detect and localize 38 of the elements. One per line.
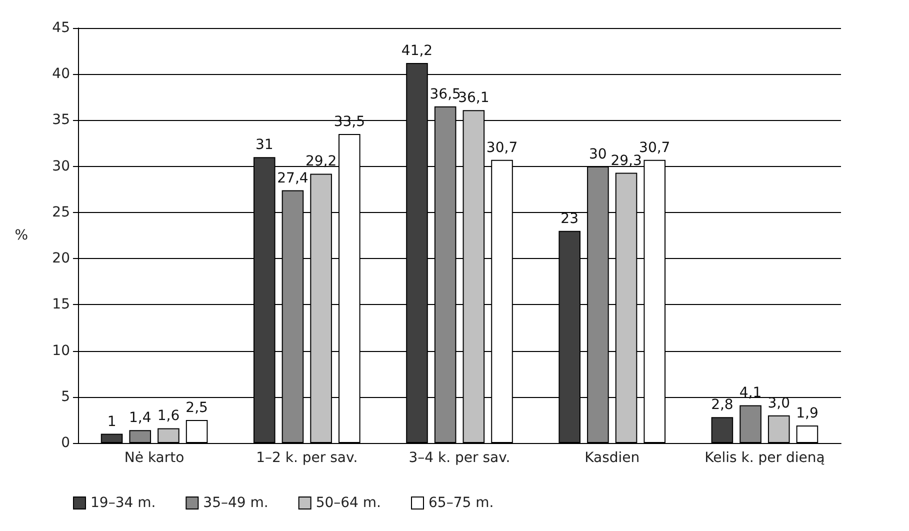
data-label: 1,4 xyxy=(128,410,152,426)
data-label: 29,2 xyxy=(305,154,337,170)
data-label: 30 xyxy=(589,146,607,162)
y-axis-title: % xyxy=(14,228,28,244)
data-label: 31 xyxy=(255,137,274,154)
x-tick-label: Kasdien xyxy=(584,450,640,466)
data-label: 29,3 xyxy=(610,152,642,169)
legend-label: 35–49 m. xyxy=(203,495,268,511)
x-tick-label: 1–2 k. per sav. xyxy=(256,450,358,466)
data-label: 23 xyxy=(560,210,579,227)
y-tick-label: 20 xyxy=(52,250,70,267)
data-label: 27,4 xyxy=(277,170,308,186)
data-label: 36,1 xyxy=(458,90,490,106)
y-tick-label: 45 xyxy=(52,20,70,36)
y-tick-label: 40 xyxy=(52,66,70,82)
data-label: 4,1 xyxy=(739,385,762,402)
data-label: 1,9 xyxy=(796,405,818,422)
data-label: 30,7 xyxy=(486,140,518,156)
data-label: 2,5 xyxy=(186,400,208,416)
y-tick-label: 35 xyxy=(52,112,70,128)
data-label: 3,0 xyxy=(768,395,790,412)
y-tick-label: 25 xyxy=(52,204,70,220)
legend-label: 50–64 m. xyxy=(316,495,382,511)
x-tick-label: Kelis k. per dieną xyxy=(704,450,825,466)
data-label: 41,2 xyxy=(401,43,433,60)
y-tick-label: 30 xyxy=(52,158,70,174)
x-tick-label: 3–4 k. per sav. xyxy=(408,450,510,466)
x-tick-label: Nė karto xyxy=(124,450,184,466)
legend-label: 19–34 m. xyxy=(90,495,156,511)
data-label: 2,8 xyxy=(711,397,734,414)
y-tick-label: 5 xyxy=(61,388,70,405)
data-label: 1 xyxy=(107,414,116,430)
y-tick-label: 10 xyxy=(52,342,70,359)
legend-label: 65–75 m. xyxy=(428,495,494,511)
data-label: 30,7 xyxy=(639,140,670,156)
data-label: 1,6 xyxy=(157,408,180,424)
y-tick-label: 15 xyxy=(52,296,70,313)
y-tick-label: 0 xyxy=(61,435,70,451)
